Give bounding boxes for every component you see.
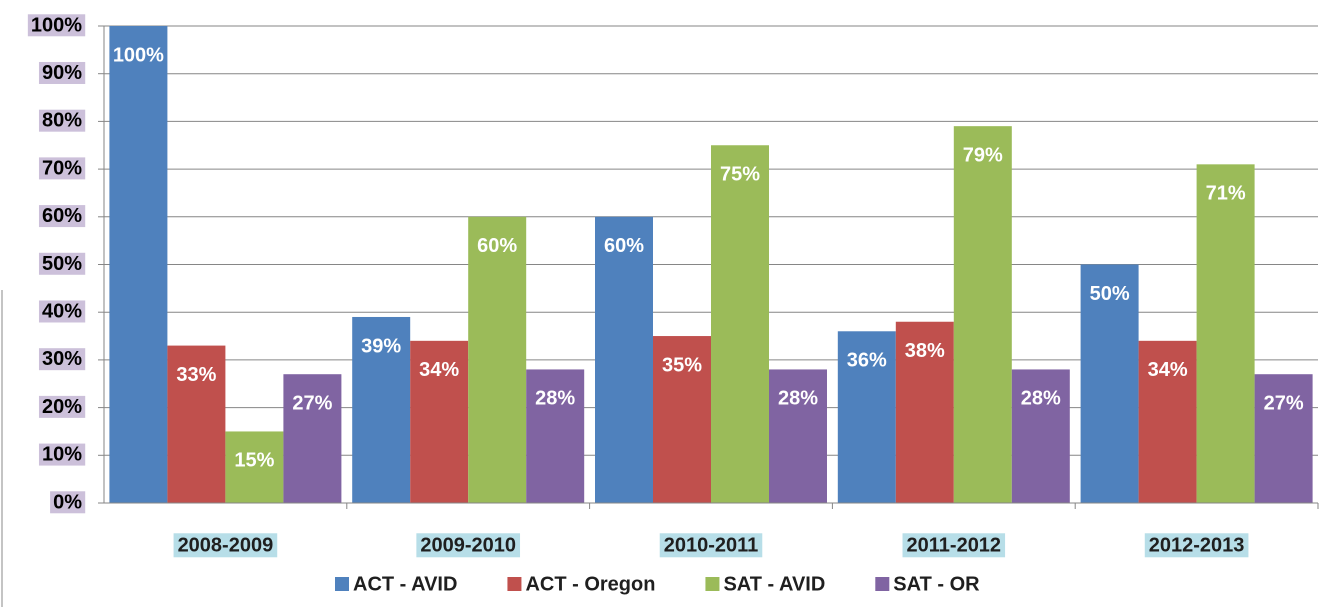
data-label: 28% (535, 388, 575, 410)
bar (468, 216, 527, 504)
bar (283, 374, 342, 503)
data-label: 28% (778, 388, 818, 410)
y-tick-label: 20% (42, 396, 82, 418)
label-background (659, 533, 763, 558)
label-background (50, 491, 86, 514)
data-label: 50% (1090, 283, 1130, 305)
data-label: 33% (176, 364, 216, 386)
label-background (38, 443, 86, 466)
data-label: 15% (234, 450, 274, 472)
bar (769, 369, 827, 503)
bar (1196, 164, 1255, 503)
label-background (173, 533, 278, 558)
label-background (38, 109, 86, 132)
label-background (38, 205, 86, 228)
y-tick-label: 10% (42, 444, 82, 466)
bar (1138, 340, 1197, 503)
label-background (902, 533, 1006, 558)
y-tick-label: 80% (42, 110, 82, 132)
bar (953, 126, 1012, 504)
legend-swatch (705, 577, 720, 591)
label-background (1144, 533, 1249, 558)
bar (1254, 374, 1313, 503)
y-tick-label: 0% (53, 491, 82, 513)
bar (895, 321, 954, 503)
x-tick-label: 2008-2009 (178, 534, 274, 556)
data-label: 79% (963, 144, 1003, 166)
legend-swatch (335, 577, 349, 591)
data-label: 27% (292, 392, 332, 414)
label-background (416, 533, 521, 558)
y-tick-label: 70% (42, 157, 82, 179)
x-tick-label: 2012-2013 (1149, 534, 1245, 556)
label-background (38, 395, 86, 418)
bar (410, 340, 469, 503)
data-label: 39% (361, 335, 401, 357)
data-label: 60% (604, 235, 644, 257)
y-tick-label: 50% (42, 253, 82, 275)
label-background (38, 348, 86, 371)
y-tick-label: 40% (42, 300, 82, 322)
bar (526, 369, 585, 503)
data-label: 38% (905, 340, 945, 362)
data-label: 28% (1021, 388, 1061, 410)
data-label: 34% (419, 359, 459, 381)
label-background (38, 300, 86, 323)
bar (225, 431, 284, 503)
x-tick-label: 2009-2010 (420, 534, 516, 556)
y-tick-label: 30% (42, 348, 82, 370)
x-tick-label: 2010-2011 (664, 534, 759, 556)
label-background (38, 61, 86, 84)
bar (1080, 264, 1139, 503)
y-tick-label: 90% (42, 62, 82, 84)
data-label: 75% (720, 164, 760, 186)
y-tick-label: 100% (31, 14, 82, 36)
bar (837, 331, 896, 503)
bar (653, 336, 711, 503)
data-label: 100% (113, 44, 164, 66)
label-background (27, 14, 86, 37)
legend-label: SAT - OR (893, 573, 980, 595)
label-background (38, 252, 86, 275)
data-label: 60% (477, 235, 517, 257)
bar (167, 345, 226, 503)
legend-label: ACT - AVID (353, 573, 457, 595)
bar (595, 216, 653, 504)
y-tick-label: 60% (42, 205, 82, 227)
label-background (38, 157, 86, 180)
bar (1011, 369, 1070, 503)
bar (109, 26, 168, 503)
data-label: 35% (662, 354, 702, 376)
legend-swatch (507, 577, 522, 591)
bar (352, 316, 411, 503)
data-label: 71% (1206, 183, 1246, 205)
x-tick-label: 2011-2012 (907, 534, 1002, 556)
data-label: 36% (847, 350, 887, 372)
bar (711, 145, 769, 503)
legend-label: SAT - AVID (723, 573, 825, 595)
data-label: 27% (1264, 392, 1304, 414)
legend-label: ACT - Oregon (525, 573, 655, 595)
legend-swatch (875, 577, 890, 591)
data-label: 34% (1148, 359, 1188, 381)
